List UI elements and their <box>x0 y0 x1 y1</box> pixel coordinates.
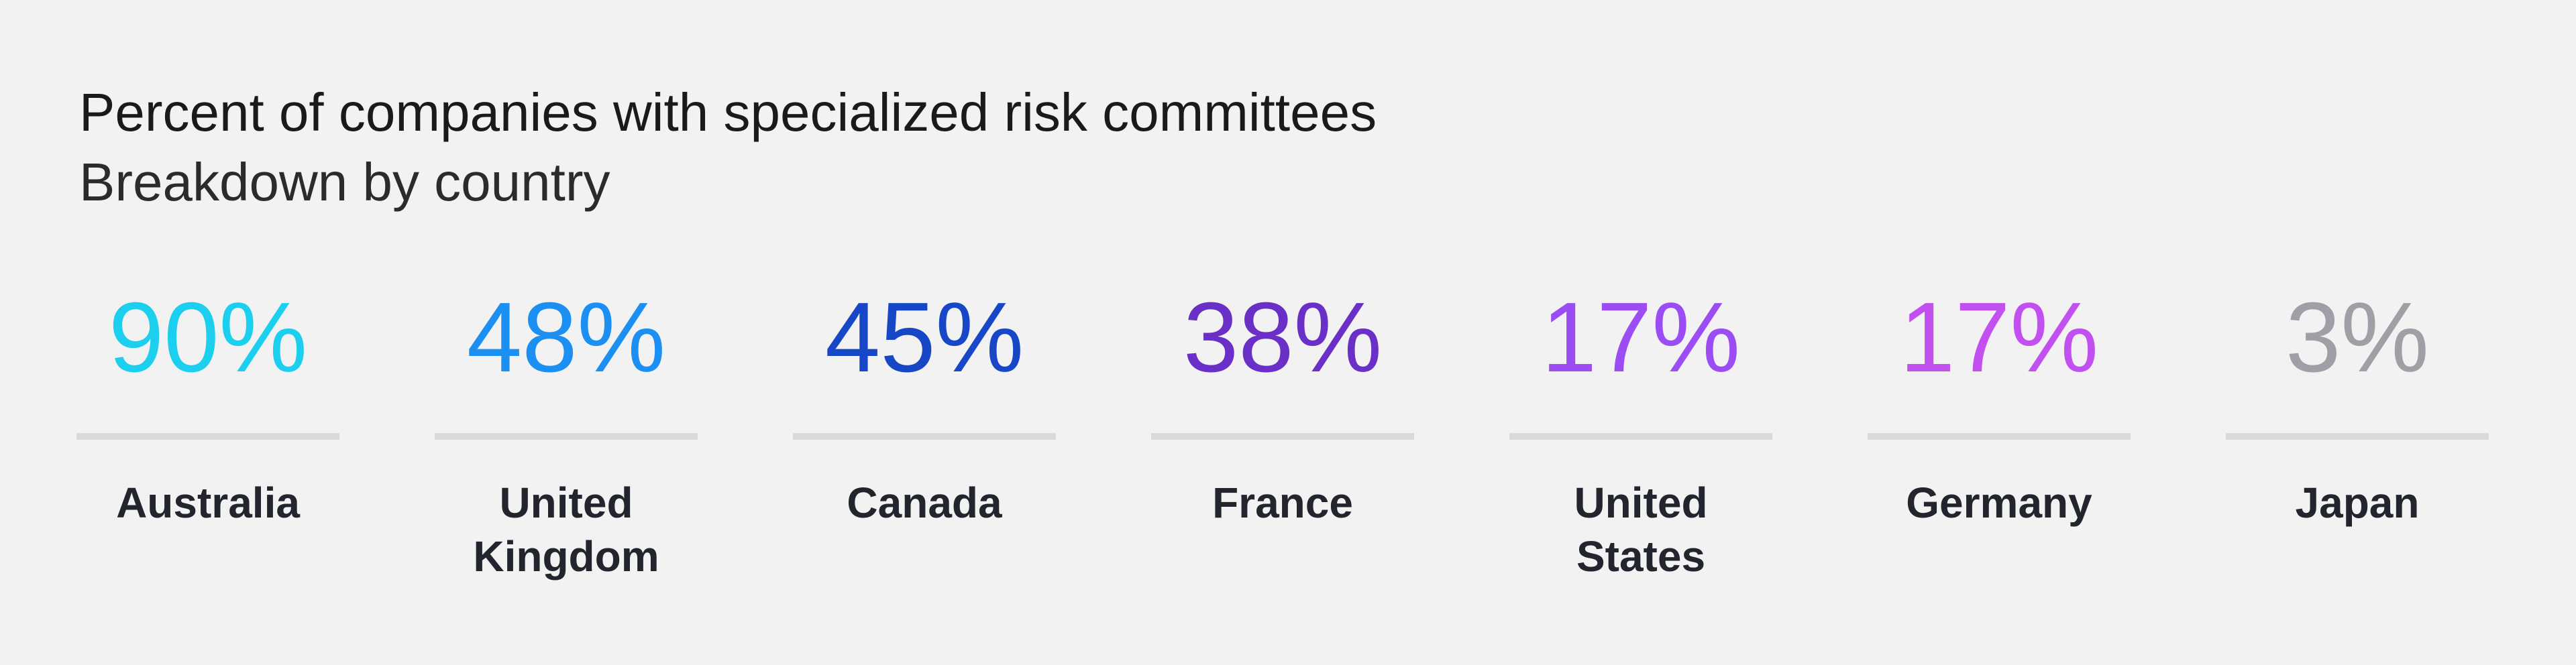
chart-title: Percent of companies with specialized ri… <box>79 82 1377 142</box>
stat-country-label: United Kingdom <box>473 479 659 581</box>
stat-divider <box>1509 433 1772 440</box>
stat-value: 38% <box>1183 282 1383 393</box>
stat-country-label: Germany <box>1906 479 2092 527</box>
stat-value: 48% <box>466 282 666 393</box>
stat-country-label: Japan <box>2295 479 2420 527</box>
stat-canada: 45% Canada <box>793 288 1056 597</box>
stat-country-label: Australia <box>116 479 300 527</box>
stat-divider <box>76 433 339 440</box>
stat-divider <box>793 433 1056 440</box>
stat-divider <box>2226 433 2489 440</box>
stat-country-label: United States <box>1574 479 1708 581</box>
stat-value: 45% <box>824 282 1024 393</box>
stat-country-label: France <box>1212 479 1353 527</box>
stat-united-kingdom: 48% United Kingdom <box>435 288 698 597</box>
stat-france: 38% France <box>1151 288 1414 597</box>
stat-value: 90% <box>108 282 308 393</box>
stat-country-label: Canada <box>847 479 1002 527</box>
stat-value: 17% <box>1899 282 2099 393</box>
chart-subtitle: Breakdown by country <box>79 152 610 212</box>
stat-australia: 90% Australia <box>76 288 339 597</box>
stat-japan: 3% Japan <box>2226 288 2489 597</box>
stat-germany: 17% Germany <box>1868 288 2131 597</box>
stat-divider <box>1868 433 2131 440</box>
stat-value: 17% <box>1541 282 1741 393</box>
stat-divider <box>1151 433 1414 440</box>
stat-divider <box>435 433 698 440</box>
stat-value: 3% <box>2286 282 2429 393</box>
stat-united-states: 17% United States <box>1509 288 1772 597</box>
